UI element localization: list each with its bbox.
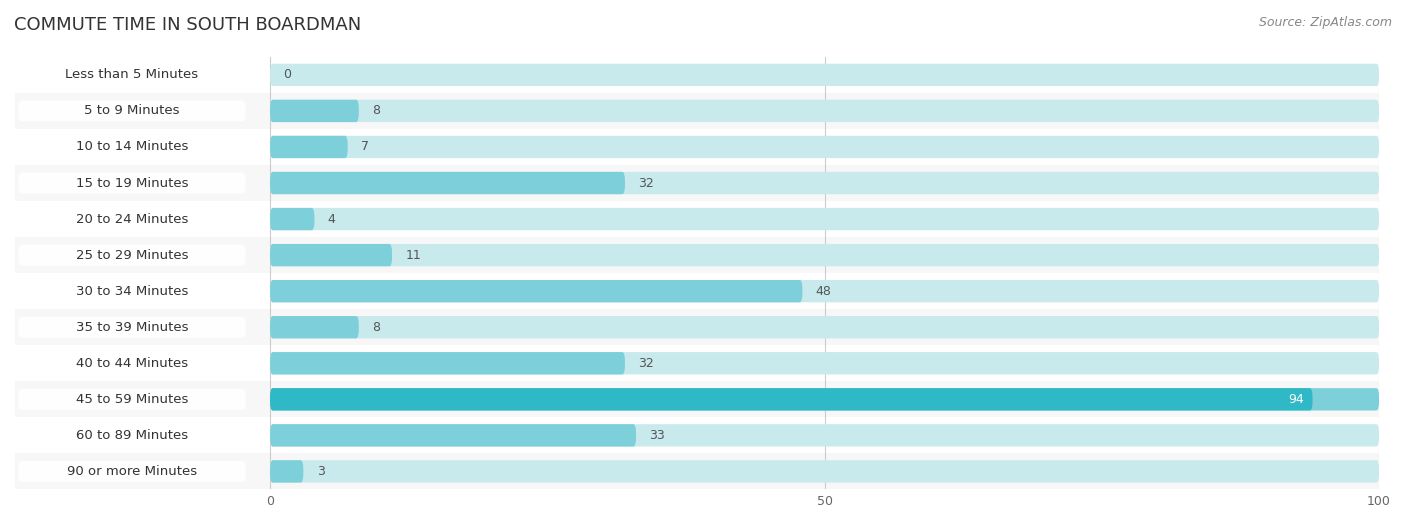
FancyBboxPatch shape bbox=[270, 136, 347, 158]
Bar bbox=[15, 93, 1379, 129]
Text: 60 to 89 Minutes: 60 to 89 Minutes bbox=[76, 429, 188, 442]
FancyBboxPatch shape bbox=[270, 388, 1379, 411]
Text: 33: 33 bbox=[650, 429, 665, 442]
FancyBboxPatch shape bbox=[270, 424, 636, 447]
FancyBboxPatch shape bbox=[270, 244, 392, 266]
Text: 48: 48 bbox=[815, 285, 831, 298]
Text: 4: 4 bbox=[328, 212, 336, 225]
Text: 8: 8 bbox=[373, 105, 380, 118]
Text: Less than 5 Minutes: Less than 5 Minutes bbox=[66, 69, 198, 82]
Text: 25 to 29 Minutes: 25 to 29 Minutes bbox=[76, 248, 188, 262]
Bar bbox=[15, 57, 1379, 93]
Text: 94: 94 bbox=[1288, 393, 1303, 406]
FancyBboxPatch shape bbox=[18, 389, 246, 410]
FancyBboxPatch shape bbox=[18, 245, 246, 266]
FancyBboxPatch shape bbox=[18, 461, 246, 482]
Text: 3: 3 bbox=[316, 465, 325, 478]
FancyBboxPatch shape bbox=[270, 316, 359, 338]
FancyBboxPatch shape bbox=[270, 136, 1379, 158]
Bar bbox=[15, 237, 1379, 273]
FancyBboxPatch shape bbox=[270, 460, 1379, 483]
FancyBboxPatch shape bbox=[270, 280, 803, 302]
Text: 30 to 34 Minutes: 30 to 34 Minutes bbox=[76, 285, 188, 298]
Text: 45 to 59 Minutes: 45 to 59 Minutes bbox=[76, 393, 188, 406]
Text: 35 to 39 Minutes: 35 to 39 Minutes bbox=[76, 321, 188, 334]
Bar bbox=[15, 273, 1379, 309]
Bar bbox=[15, 381, 1379, 417]
FancyBboxPatch shape bbox=[270, 388, 1313, 411]
FancyBboxPatch shape bbox=[270, 352, 624, 374]
FancyBboxPatch shape bbox=[270, 100, 1379, 122]
Text: 0: 0 bbox=[284, 69, 291, 82]
Text: 10 to 14 Minutes: 10 to 14 Minutes bbox=[76, 141, 188, 153]
Text: 11: 11 bbox=[405, 248, 422, 262]
Bar bbox=[15, 129, 1379, 165]
FancyBboxPatch shape bbox=[270, 208, 315, 230]
Bar bbox=[15, 345, 1379, 381]
Text: Source: ZipAtlas.com: Source: ZipAtlas.com bbox=[1258, 16, 1392, 29]
Text: 15 to 19 Minutes: 15 to 19 Minutes bbox=[76, 177, 188, 189]
Bar bbox=[15, 417, 1379, 453]
Text: COMMUTE TIME IN SOUTH BOARDMAN: COMMUTE TIME IN SOUTH BOARDMAN bbox=[14, 16, 361, 33]
Bar bbox=[15, 309, 1379, 345]
FancyBboxPatch shape bbox=[270, 172, 1379, 194]
FancyBboxPatch shape bbox=[18, 137, 246, 157]
FancyBboxPatch shape bbox=[270, 100, 359, 122]
FancyBboxPatch shape bbox=[270, 460, 304, 483]
FancyBboxPatch shape bbox=[270, 352, 1379, 374]
Text: 20 to 24 Minutes: 20 to 24 Minutes bbox=[76, 212, 188, 225]
FancyBboxPatch shape bbox=[270, 424, 1379, 447]
Text: 5 to 9 Minutes: 5 to 9 Minutes bbox=[84, 105, 180, 118]
FancyBboxPatch shape bbox=[270, 172, 624, 194]
FancyBboxPatch shape bbox=[18, 64, 246, 85]
FancyBboxPatch shape bbox=[18, 353, 246, 374]
Bar bbox=[15, 165, 1379, 201]
FancyBboxPatch shape bbox=[18, 317, 246, 338]
FancyBboxPatch shape bbox=[18, 209, 246, 230]
FancyBboxPatch shape bbox=[270, 208, 1379, 230]
Text: 32: 32 bbox=[638, 357, 654, 370]
Text: 8: 8 bbox=[373, 321, 380, 334]
Bar bbox=[15, 453, 1379, 490]
Text: 90 or more Minutes: 90 or more Minutes bbox=[67, 465, 197, 478]
Text: 7: 7 bbox=[361, 141, 368, 153]
FancyBboxPatch shape bbox=[18, 281, 246, 302]
Bar bbox=[15, 201, 1379, 237]
Text: 32: 32 bbox=[638, 177, 654, 189]
FancyBboxPatch shape bbox=[18, 100, 246, 121]
Text: 40 to 44 Minutes: 40 to 44 Minutes bbox=[76, 357, 188, 370]
FancyBboxPatch shape bbox=[270, 244, 1379, 266]
FancyBboxPatch shape bbox=[18, 173, 246, 194]
FancyBboxPatch shape bbox=[270, 64, 1379, 86]
FancyBboxPatch shape bbox=[270, 280, 1379, 302]
FancyBboxPatch shape bbox=[18, 425, 246, 446]
FancyBboxPatch shape bbox=[270, 316, 1379, 338]
